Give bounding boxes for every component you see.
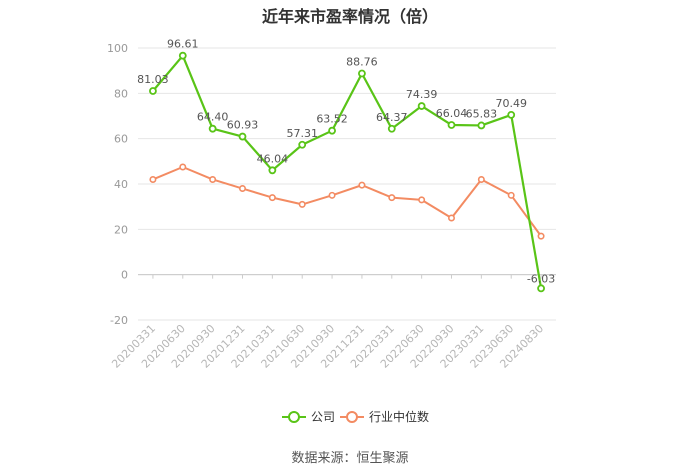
company-data-label: 46.04 [257,152,289,165]
y-tick-label: 80 [114,87,128,100]
company-point [208,124,217,133]
industry-median-point [477,175,485,183]
industry-median-point [209,175,217,183]
company-point [149,87,157,95]
y-tick-label: 60 [114,133,128,146]
company-data-label: 66.04 [436,107,468,120]
company-data-label: 60.93 [227,119,259,132]
company-data-label: 81.03 [137,73,169,86]
company-data-label: 64.40 [197,111,229,124]
axes-layer: -200204060801002020033120200630202009302… [107,42,556,371]
industry-median-point [537,232,545,240]
company-data-label: 70.49 [495,97,527,110]
company-point [178,51,187,60]
industry-median-point [388,194,396,202]
y-tick-label: 100 [107,42,128,55]
industry-median-point [239,185,247,193]
company-point [328,126,336,135]
y-tick-label: 40 [114,178,128,191]
grid-layer [138,47,556,321]
chart-title: 近年来市盈率情况（倍） [262,7,438,26]
y-tick-label: 20 [114,223,128,236]
y-tick-label: -20 [110,314,128,327]
industry-median-point [179,163,187,171]
company-data-label: -6.03 [527,272,555,285]
company-legend-marker-icon [288,411,300,423]
industry-median-point [149,175,157,183]
series-layer [149,51,545,293]
company-data-label: 74.39 [406,88,438,101]
industry-median-point [268,194,276,202]
industry-median-point [328,191,336,199]
industry-median-point [358,181,366,189]
company-data-label: 65.83 [466,107,498,120]
industry-median-line [152,166,542,237]
company-point [537,284,545,293]
company-line [152,54,543,289]
company-data-label: 96.61 [167,38,199,51]
industry-median-point [507,191,515,199]
legend[interactable]: 公司 行业中位数 [282,409,429,424]
company-point [298,140,307,149]
legend-item-industry[interactable]: 行业中位数 [340,409,429,424]
company-data-label: 88.76 [346,55,378,68]
company-point [477,121,486,130]
legend-label-industry: 行业中位数 [369,409,429,424]
company-point [358,69,366,78]
company-data-label: 63.52 [316,113,348,126]
industry-median-point [298,200,306,208]
company-point [238,132,247,141]
industry-median-point [418,196,426,204]
company-point [447,121,456,129]
company-point [387,124,396,133]
industry-legend-marker-icon [346,411,358,423]
company-point [268,166,277,175]
company-data-label: 64.37 [376,111,408,124]
y-tick-label: 0 [121,269,128,282]
data-source: 数据来源：恒生聚源 [291,451,408,466]
industry-median-point [447,214,455,222]
company-data-label: 57.31 [286,127,318,140]
legend-label-company: 公司 [311,410,335,424]
company-point [417,102,426,110]
company-point [507,110,516,119]
legend-item-company[interactable]: 公司 [282,410,335,424]
